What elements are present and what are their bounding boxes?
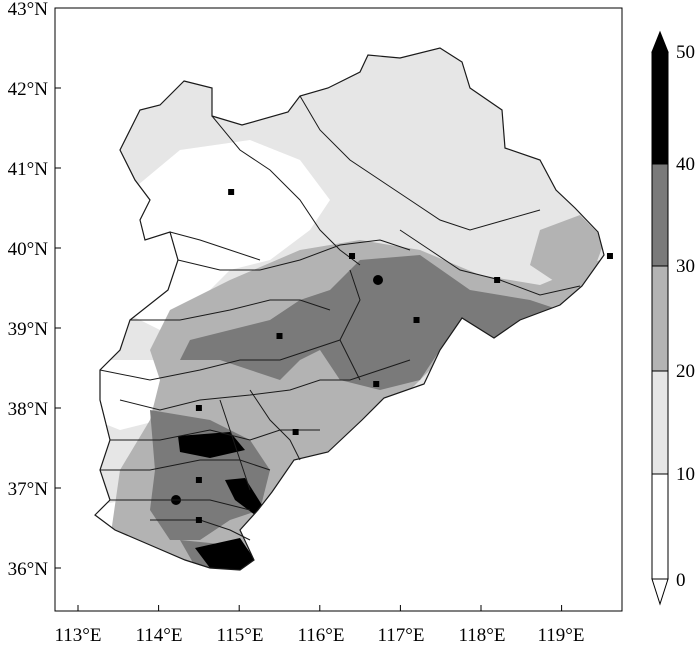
city-marker-c11 [195, 517, 202, 523]
lon-label-116: 116°E [298, 625, 345, 646]
colorbar-band-20-30 [651, 265, 669, 372]
lon-label-118: 118°E [459, 625, 506, 646]
colorbar-tick-20: 20 [676, 361, 695, 382]
boundary-3 [177, 239, 411, 271]
colorbar: 0 10 20 30 40 50 [651, 30, 695, 606]
contour-40-50-b [225, 478, 262, 515]
boundary-12 [150, 519, 251, 541]
lon-label-117: 117°E [378, 625, 425, 646]
city-marker-c5 [606, 253, 613, 259]
city-marker-c6 [276, 333, 283, 339]
boundary-4 [399, 229, 581, 296]
city-marker-c7 [373, 381, 380, 387]
city-marker-c10 [195, 477, 202, 483]
boundary-7 [99, 339, 341, 381]
city-marker-c2 [349, 253, 356, 259]
axis-ticks [55, 7, 563, 611]
city-marker-c8 [195, 405, 202, 411]
colorbar-band-10-20 [651, 370, 669, 475]
colorbar-tick-40: 40 [676, 154, 695, 175]
lon-label-113: 113°E [55, 625, 102, 646]
lon-label-119: 119°E [538, 625, 585, 646]
lat-label-36: 36°N [8, 559, 49, 580]
contour-30-40-central [180, 255, 560, 390]
lon-labels: 113°E 114°E 115°E 116°E 117°E 118°E 119°… [55, 625, 585, 646]
colorbar-band-0-10 [651, 473, 669, 580]
boundary-2 [299, 95, 541, 231]
lat-labels: 43°N 42°N 41°N 40°N 39°N 38°N 37°N 36°N [8, 0, 49, 580]
city-marker-c1 [228, 189, 235, 195]
boundary-6 [130, 299, 331, 321]
boundary-9 [110, 429, 320, 441]
admin-boundaries [99, 95, 581, 541]
lat-label-38: 38°N [8, 399, 49, 420]
colorbar-band-40-50 [651, 51, 669, 165]
boundary-14 [219, 399, 251, 491]
colorbar-extend-top [651, 30, 669, 53]
contour-40-50-a [178, 432, 245, 458]
boundary-8 [119, 359, 411, 411]
lat-label-39: 39°N [8, 319, 49, 340]
lat-label-42: 42°N [8, 79, 49, 100]
lon-label-115: 115°E [217, 625, 264, 646]
colorbar-tick-0: 0 [676, 570, 686, 591]
colorbar-tick-30: 30 [676, 256, 695, 277]
city-marker-c4 [494, 277, 501, 283]
lat-label-41: 41°N [8, 159, 49, 180]
contour-40-50-c [195, 538, 255, 570]
boundary-15 [169, 231, 261, 261]
contour-40-50-d [373, 275, 383, 285]
boundary-5 [339, 269, 361, 381]
boundary-10 [100, 459, 271, 471]
city-marker-c9 [292, 429, 299, 435]
colorbar-extend-bottom [651, 578, 669, 606]
boundary-11 [110, 499, 251, 511]
lon-label-114: 114°E [136, 625, 183, 646]
contour-20-30-ne [530, 215, 604, 285]
cities-layer [195, 189, 613, 523]
boundary-1 [211, 115, 361, 266]
lat-label-37: 37°N [8, 479, 49, 500]
lat-label-43: 43°N [8, 0, 49, 20]
colorbar-tick-10: 10 [676, 464, 695, 485]
boundary-13 [249, 389, 301, 461]
colorbar-band-30-40 [651, 163, 669, 267]
colorbar-tick-50: 50 [676, 42, 695, 63]
lat-label-40: 40°N [8, 239, 49, 260]
city-marker-c3 [413, 317, 420, 323]
